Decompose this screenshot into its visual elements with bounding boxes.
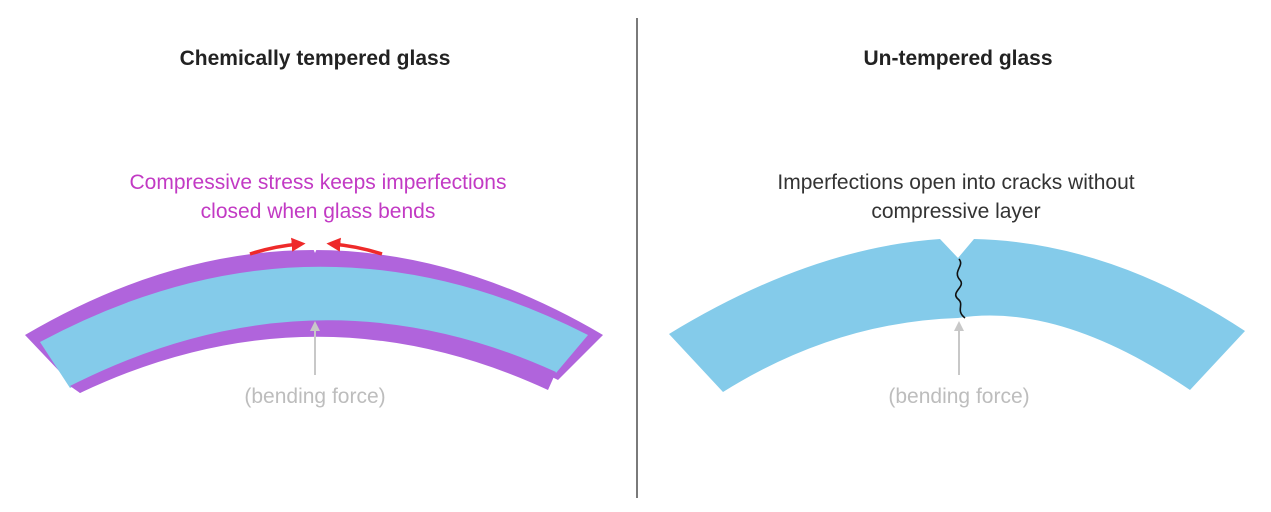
right-panel-title: Un-tempered glass [863, 47, 1052, 70]
tempered-glass-inner-compressive-layer [70, 320, 556, 393]
compressive-stress-arrow-right [326, 237, 383, 256]
compressive-stress-arrow-left [249, 237, 306, 256]
left-panel-title: Chemically tempered glass [180, 47, 451, 70]
compressive-stress-annotation-line1: Compressive stress keeps imperfections [130, 171, 507, 194]
tempered-glass-core [40, 266, 588, 388]
crack-annotation-line1: Imperfections open into cracks without [777, 171, 1134, 194]
compressive-stress-annotation-line2: closed when glass bends [201, 200, 436, 223]
right-panel: Un-tempered glass Imperfections open int… [669, 47, 1245, 408]
left-panel: Chemically tempered glass Compressive st… [25, 47, 603, 408]
bending-force-label-left: (bending force) [244, 385, 385, 408]
bending-force-label-right: (bending force) [888, 385, 1029, 408]
untempered-glass-arc [669, 239, 1245, 392]
closed-imperfection-notch [308, 237, 322, 253]
crack-annotation-line2: compressive layer [871, 200, 1040, 223]
crack-line [954, 258, 966, 319]
